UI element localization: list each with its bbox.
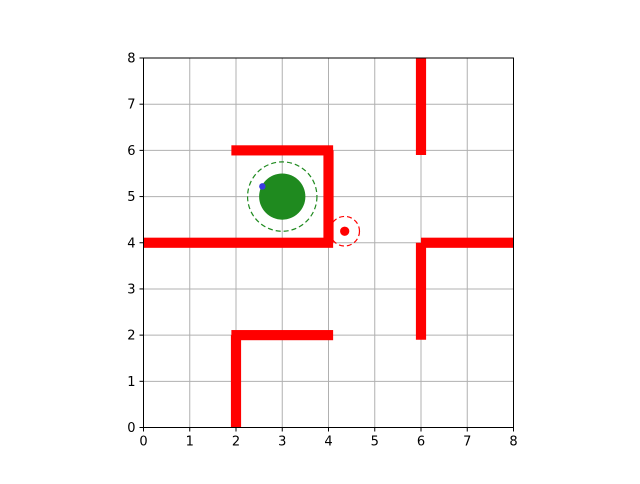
goal-zone-circle [246, 161, 318, 232]
marker-dot [259, 183, 266, 190]
x-tick-label: 2 [232, 435, 240, 450]
x-tick-label: 3 [278, 435, 286, 450]
y-tick-label: 4 [127, 236, 135, 251]
x-tick-label: 0 [139, 435, 147, 450]
y-tick-label: 1 [127, 375, 135, 390]
y-tick-label: 0 [127, 421, 135, 436]
goal-circle [259, 173, 306, 220]
y-tick-label: 6 [127, 144, 135, 159]
y-tick-label: 8 [127, 52, 135, 67]
wall-segment [415, 58, 427, 155]
y-tick-label: 2 [127, 329, 135, 344]
x-tick-label: 4 [324, 435, 332, 450]
agent-zone-circle [329, 215, 361, 247]
x-tick-label: 1 [186, 435, 194, 450]
wall-segment [230, 335, 242, 428]
y-tick-label: 3 [127, 282, 135, 297]
wall-segment [231, 330, 334, 341]
wall-segment [415, 242, 427, 340]
y-tick-label: 7 [127, 98, 135, 113]
x-tick-label: 6 [417, 435, 425, 450]
y-tick-label: 5 [127, 190, 135, 205]
object-layer [246, 161, 361, 247]
x-tick-label: 8 [509, 435, 517, 450]
tick-layer: 0 1 2 3 4 5 6 7 8 0 1 2 3 4 5 6 7 8 [127, 52, 517, 450]
wall-layer [143, 58, 514, 428]
wall-segment [143, 237, 334, 248]
wall-segment [421, 237, 514, 248]
agent-dot [340, 226, 350, 236]
wall-segment [323, 150, 334, 243]
wall-segment [231, 145, 334, 156]
x-tick-label: 5 [371, 435, 379, 450]
x-tick-label: 7 [463, 435, 471, 450]
